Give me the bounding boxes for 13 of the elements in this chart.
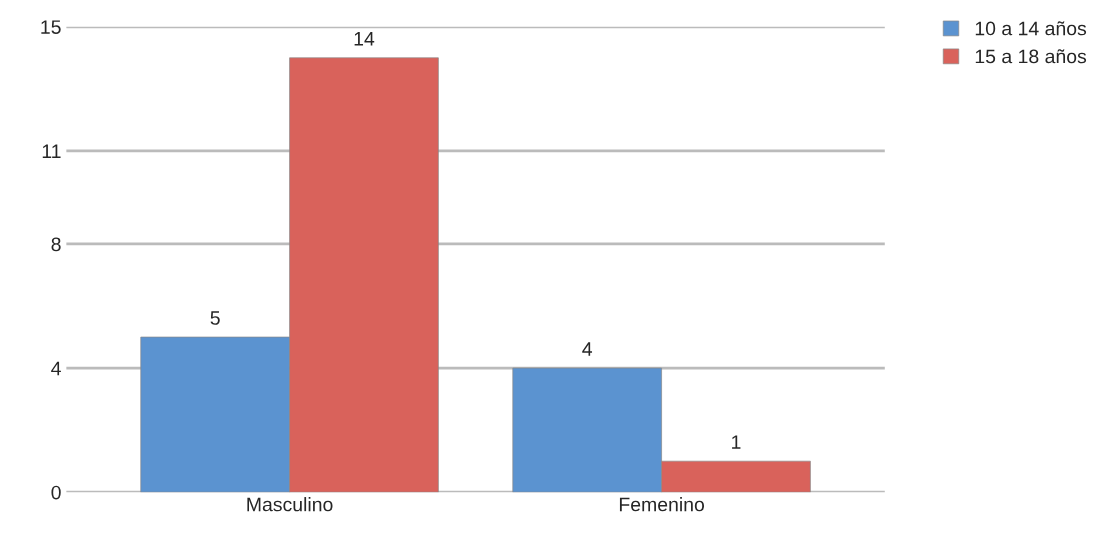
- y-tick-label: 4: [51, 361, 61, 376]
- legend-label: 10 a 14 años: [975, 21, 1087, 36]
- y-tick-label: 8: [51, 237, 61, 252]
- y-tick-label: 11: [42, 144, 61, 158]
- legend-label: 15 a 18 años: [975, 49, 1087, 64]
- data-label: 4: [582, 342, 593, 356]
- data-label: 1: [732, 435, 741, 449]
- data-label: 5: [210, 311, 220, 325]
- y-tick-label: 15: [41, 20, 61, 34]
- data-label: 14: [354, 32, 375, 46]
- y-tick-label: 0: [51, 485, 61, 500]
- x-tick-label: Masculino: [247, 497, 333, 512]
- x-tick-label: Femenino: [619, 497, 705, 512]
